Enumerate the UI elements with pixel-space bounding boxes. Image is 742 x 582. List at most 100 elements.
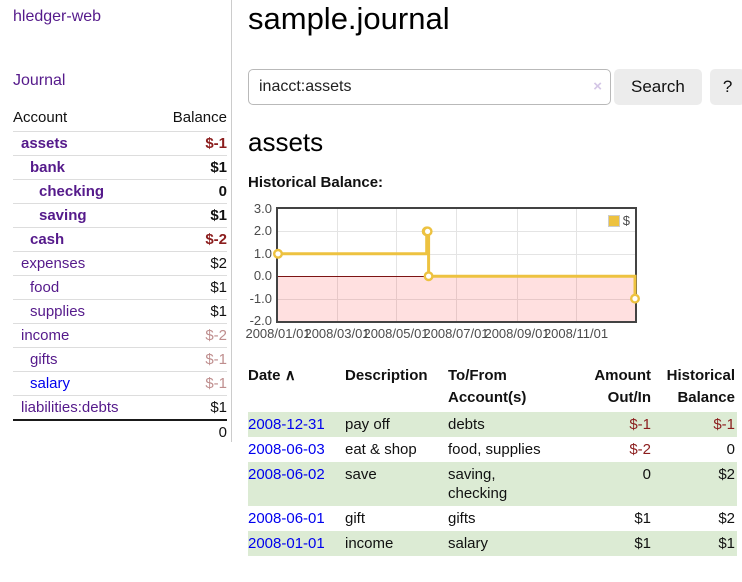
account-row: assets $-1 <box>13 131 227 156</box>
account-link-food[interactable]: food <box>30 279 60 296</box>
account-balance: $1 <box>154 299 227 324</box>
accounts-header-balance: Balance <box>172 109 227 126</box>
account-balance: $2 <box>154 251 227 276</box>
sidebar-nav: Journal <box>13 72 226 90</box>
y-axis-tick-label: 3.0 <box>253 201 272 216</box>
x-axis-tick-label: 2008/01/01 <box>245 326 311 341</box>
balance-line-series <box>273 226 641 304</box>
gridline <box>576 209 577 321</box>
transaction-description: income <box>345 535 394 552</box>
account-row: food $1 <box>13 275 227 300</box>
help-button[interactable]: ? <box>709 69 742 105</box>
accounts-total-spacer <box>13 419 155 444</box>
account-link-gifts[interactable]: gifts <box>30 351 58 368</box>
transaction-accounts: debts <box>448 416 485 433</box>
transaction-description: pay off <box>345 416 390 433</box>
account-balance: $-1 <box>154 347 227 372</box>
y-axis-tick-label: -1.0 <box>249 291 272 306</box>
x-axis-tick-label: 2008/11/01 <box>543 326 609 341</box>
data-point-marker <box>630 293 641 304</box>
gridline <box>517 209 518 321</box>
register-row: 2008-12-31 pay off debts $-1 $-1 <box>248 412 737 437</box>
register-table: Date ∧ Description To/From Account(s) Am… <box>248 362 737 556</box>
search-input[interactable] <box>248 69 611 105</box>
account-link-bank[interactable]: bank <box>30 159 66 176</box>
data-point-marker <box>273 248 283 259</box>
account-link-saving[interactable]: saving <box>39 207 87 224</box>
account-row: cash $-2 <box>13 227 227 252</box>
register-header-date[interactable]: Date ∧ <box>248 367 296 384</box>
transaction-balance: $1 <box>718 535 735 552</box>
account-link-checking[interactable]: checking <box>39 183 105 200</box>
account-row: supplies $1 <box>13 299 227 324</box>
data-point-marker <box>422 226 433 237</box>
account-row: bank $1 <box>13 155 227 180</box>
register-row: 2008-06-03 eat & shop food, supplies $-2 0 <box>248 437 737 462</box>
transaction-description: eat & shop <box>345 441 417 458</box>
account-row: liabilities:debts $1 <box>13 395 227 420</box>
register-row: 2008-06-02 save saving, checking 0 $2 <box>248 462 737 506</box>
account-row: salary $-1 <box>13 371 227 396</box>
transaction-accounts: food, supplies <box>448 441 541 458</box>
account-row: saving $1 <box>13 203 227 228</box>
account-balance: $1 <box>154 203 227 228</box>
account-link-salary[interactable]: salary <box>30 375 71 392</box>
register-header-amount: Amount Out/In <box>594 367 651 406</box>
sidebar: hledger-web Journal Account Balance asse… <box>0 0 232 444</box>
account-link-supplies[interactable]: supplies <box>30 303 86 320</box>
search-box: × <box>248 69 611 105</box>
account-row: expenses $2 <box>13 251 227 276</box>
page-title: sample.journal <box>248 1 450 36</box>
account-link-liabilities-debts[interactable]: liabilities:debts <box>21 399 119 416</box>
register-row: 2008-01-01 income salary $1 $1 <box>248 531 737 556</box>
account-heading: assets <box>248 127 324 157</box>
sidebar-item-journal[interactable]: Journal <box>13 72 66 89</box>
search-form: × Search ? <box>248 69 742 105</box>
account-row: checking 0 <box>13 179 227 204</box>
accounts-total-value: 0 <box>154 419 227 444</box>
transaction-balance: $2 <box>718 510 735 527</box>
accounts-body: assets $-1 bank $1 checking 0 saving $1 cash $-2 e… <box>13 131 227 420</box>
search-button[interactable]: Search <box>614 69 702 105</box>
transaction-date-link[interactable]: 2008-06-02 <box>248 466 325 483</box>
legend-swatch <box>607 214 620 227</box>
legend-label: $ <box>622 213 630 228</box>
transaction-accounts: gifts <box>448 510 476 527</box>
chart-title: Historical Balance: <box>248 174 384 191</box>
transaction-description: save <box>345 466 377 483</box>
brand-link[interactable]: hledger-web <box>13 8 102 25</box>
account-balance: $1 <box>154 155 227 180</box>
account-row: income $-2 <box>13 323 227 348</box>
clear-search-icon[interactable]: × <box>593 78 602 95</box>
account-balance: $-1 <box>154 371 227 396</box>
gridline <box>396 209 397 321</box>
transaction-amount: $1 <box>634 535 651 552</box>
transaction-date-link[interactable]: 2008-01-01 <box>248 535 325 552</box>
accounts-table: Account Balance assets $-1 bank $1 checking 0… <box>13 107 227 444</box>
account-row: gifts $-1 <box>13 347 227 372</box>
register-header-balance: Historical Balance <box>666 367 735 406</box>
register-header-row: Date ∧ Description To/From Account(s) Am… <box>248 362 737 412</box>
x-axis-tick-label: 2008/07/01 <box>423 326 489 341</box>
plot-area: $ <box>273 207 641 323</box>
x-axis-tick-label: 2008/05/01 <box>363 326 429 341</box>
y-axis-tick-label: 1.0 <box>253 246 272 261</box>
y-axis-tick-label: 2.0 <box>253 223 272 238</box>
account-balance: $-2 <box>154 323 227 348</box>
y-axis-tick-label: 0.0 <box>253 268 272 283</box>
account-balance: $1 <box>154 275 227 300</box>
account-link-cash[interactable]: cash <box>30 231 65 248</box>
account-link-income[interactable]: income <box>21 327 70 344</box>
accounts-header-account: Account <box>13 109 68 126</box>
account-balance: $-2 <box>154 227 227 252</box>
transaction-date-link[interactable]: 2008-06-01 <box>248 510 325 527</box>
transaction-amount: $-1 <box>629 416 651 433</box>
account-link-expenses[interactable]: expenses <box>21 255 86 272</box>
transaction-date-link[interactable]: 2008-12-31 <box>248 416 325 433</box>
transaction-date-link[interactable]: 2008-06-03 <box>248 441 325 458</box>
transaction-accounts: salary <box>448 535 489 552</box>
historical-balance-chart: $ 3.0 2.0 1.0 0.0 -1.0 -2.0 2008/01/01 2008/03/… <box>245 200 737 345</box>
main-content: sample.journal × Search ? assets Histori… <box>245 0 742 556</box>
account-link-assets[interactable]: assets <box>21 135 68 152</box>
account-balance: $-1 <box>154 131 227 156</box>
